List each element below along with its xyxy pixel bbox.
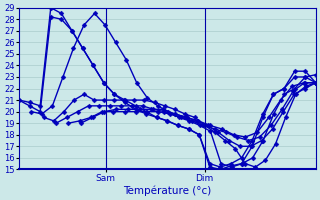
X-axis label: Température (°c): Température (°c) [123,185,212,196]
